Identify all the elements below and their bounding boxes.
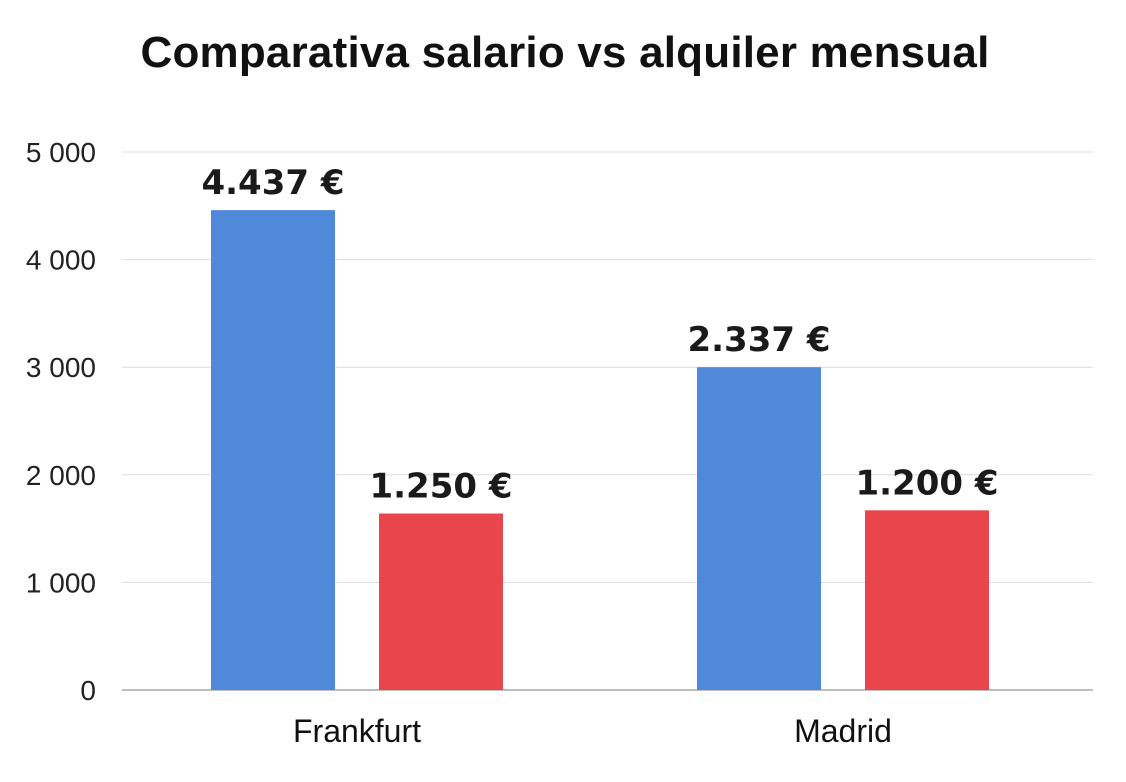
x-category-label: Frankfurt <box>293 713 421 749</box>
data-labels: 4.437 € 2.337 € 1.250 € 1.200 € <box>201 163 998 506</box>
x-axis: Frankfurt Madrid <box>293 713 892 749</box>
bar <box>379 513 503 690</box>
chart-title: Comparativa salario vs alquiler mensual <box>140 28 990 77</box>
y-axis: 0 1 000 2 000 3 000 4 000 5 000 <box>26 137 96 706</box>
bar <box>697 367 821 690</box>
x-category-label: Madrid <box>794 713 892 749</box>
y-tick-label: 5 000 <box>26 137 96 168</box>
data-label: 1.250 € <box>369 467 512 507</box>
y-tick-label: 0 <box>80 675 96 706</box>
bar <box>865 510 989 690</box>
y-tick-label: 4 000 <box>26 245 96 276</box>
y-tick-label: 1 000 <box>26 567 96 598</box>
bars <box>211 210 989 690</box>
y-tick-label: 3 000 <box>26 352 96 383</box>
data-label: 4.437 € <box>201 163 344 203</box>
bar <box>211 210 335 690</box>
data-label: 2.337 € <box>687 320 830 360</box>
data-label: 1.200 € <box>855 463 998 503</box>
y-tick-label: 2 000 <box>26 460 96 491</box>
